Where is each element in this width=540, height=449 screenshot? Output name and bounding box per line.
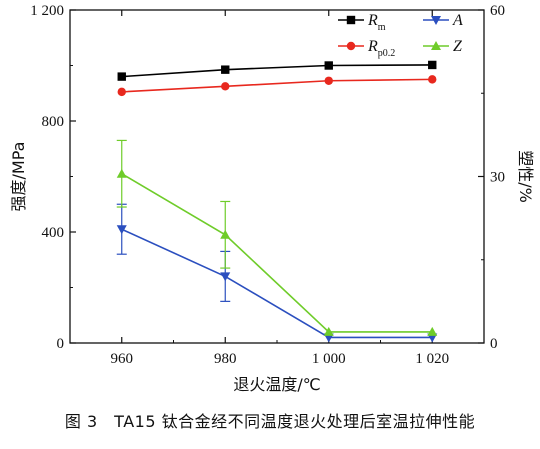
y-left-axis-title: 强度/MPa — [9, 142, 28, 212]
y-left-tick-label: 400 — [42, 225, 65, 241]
series-z-point — [427, 326, 438, 336]
legend-rm-label: Rm — [367, 12, 386, 33]
series-rm-line — [121, 64, 433, 78]
series-rp02-point — [221, 82, 230, 91]
x-tick-label: 1 000 — [312, 351, 346, 367]
series-rp02-point — [324, 76, 333, 85]
legend-z-label: Z — [453, 38, 463, 55]
series-z-point — [323, 326, 334, 336]
legend-rp02-label: Rp0.2 — [367, 38, 395, 59]
legend-rp02-marker — [346, 41, 356, 51]
plot-frame — [69, 9, 485, 344]
plot-content: 960 980 1 000 1 020 0 400 800 1 200 0 30 60 退火温度/℃ 强… — [9, 3, 535, 394]
legend-a-label: A — [452, 12, 463, 29]
y-right-tick-label: 60 — [490, 3, 505, 19]
series-rp02-point — [428, 75, 437, 84]
tensile-properties-chart: 960 980 1 000 1 020 0 400 800 1 200 0 30 60 退火温度/℃ 强… — [9, 3, 535, 394]
x-tick-label: 980 — [214, 351, 237, 367]
x-tick-label: 1 020 — [415, 351, 449, 367]
y-left-tick-label: 1 200 — [30, 3, 64, 19]
legend-rm-marker — [346, 15, 356, 25]
series-z-point — [220, 229, 231, 239]
y-right-tick-label: 0 — [490, 336, 498, 352]
legend-rp02-label-sub: p0.2 — [378, 48, 396, 59]
series-z-point — [116, 168, 127, 178]
x-axis-title: 退火温度/℃ — [233, 375, 320, 394]
y-right-axis-title: 塑性/% — [516, 150, 535, 203]
y-left-tick-label: 0 — [57, 336, 65, 352]
series-a-point — [220, 272, 231, 282]
figure-caption: 图 3 TA15 钛合金经不同温度退火处理后室温拉伸性能 — [64, 412, 476, 431]
legend-a-marker — [431, 16, 441, 25]
y-left-tick-label: 800 — [42, 114, 65, 130]
series-z-line — [121, 173, 433, 333]
series-rm-point — [324, 61, 333, 70]
series-rp02-line — [121, 78, 433, 93]
series-a-point — [116, 225, 127, 235]
legend-z-marker — [431, 41, 441, 50]
series-rm-point — [428, 60, 437, 70]
y-right-tick-label: 30 — [490, 170, 505, 186]
series-rp02-point — [117, 87, 126, 97]
series-a-line — [121, 228, 433, 339]
x-tick-label: 960 — [111, 351, 134, 367]
legend-rm-label-sub: m — [378, 22, 386, 33]
series-rm-point — [221, 65, 230, 74]
series-rm-point — [117, 72, 126, 81]
